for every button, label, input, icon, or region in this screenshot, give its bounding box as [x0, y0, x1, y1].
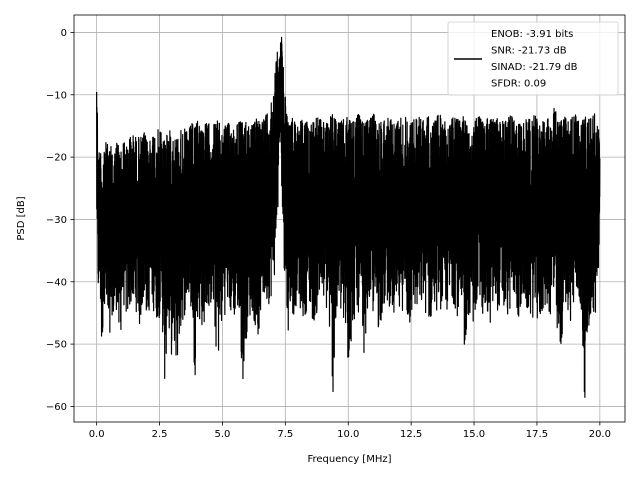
y-tick-label: −30 [46, 215, 67, 226]
legend-box [447, 21, 619, 96]
x-tick-label: 20.0 [589, 429, 611, 440]
y-tick-label: −60 [46, 402, 67, 413]
x-tick-label: 0.0 [89, 429, 105, 440]
x-tick-label: 12.5 [400, 429, 422, 440]
x-tick-label: 5.0 [214, 429, 230, 440]
x-tick-label: 17.5 [526, 429, 548, 440]
x-tick-label: 2.5 [152, 429, 168, 440]
y-tick-label: −20 [46, 153, 67, 164]
y-tick-label: −10 [46, 90, 67, 101]
legend: ENOB: -3.91 bits SNR: -21.73 dB SINAD: -… [447, 21, 619, 96]
y-axis-label: PSD [dB] [16, 196, 27, 240]
plot-frame [73, 14, 626, 423]
legend-text-sinad: SINAD: -21.79 dB [491, 62, 578, 73]
x-tick-label: 10.0 [337, 429, 359, 440]
ticks: 0.0 2.5 5.0 7.5 10.0 12.5 15.0 17.5 20.0 0 −10 −20 −… [46, 28, 611, 440]
y-tick-label: −50 [46, 340, 67, 351]
legend-text-snr: SNR: -21.73 dB [491, 46, 567, 57]
x-tick-label: 15.0 [463, 429, 485, 440]
series-layer [96, 36, 601, 398]
psd-series-line [96, 36, 601, 398]
legend-text-sfdr: SFDR: 0.09 [491, 79, 546, 90]
x-axis-label: Frequency [MHz] [307, 454, 391, 465]
legend-text-enob: ENOB: -3.91 bits [491, 29, 573, 40]
x-tick-label: 7.5 [277, 429, 293, 440]
y-tick-label: −40 [46, 277, 67, 288]
y-tick-label: 0 [61, 28, 67, 39]
